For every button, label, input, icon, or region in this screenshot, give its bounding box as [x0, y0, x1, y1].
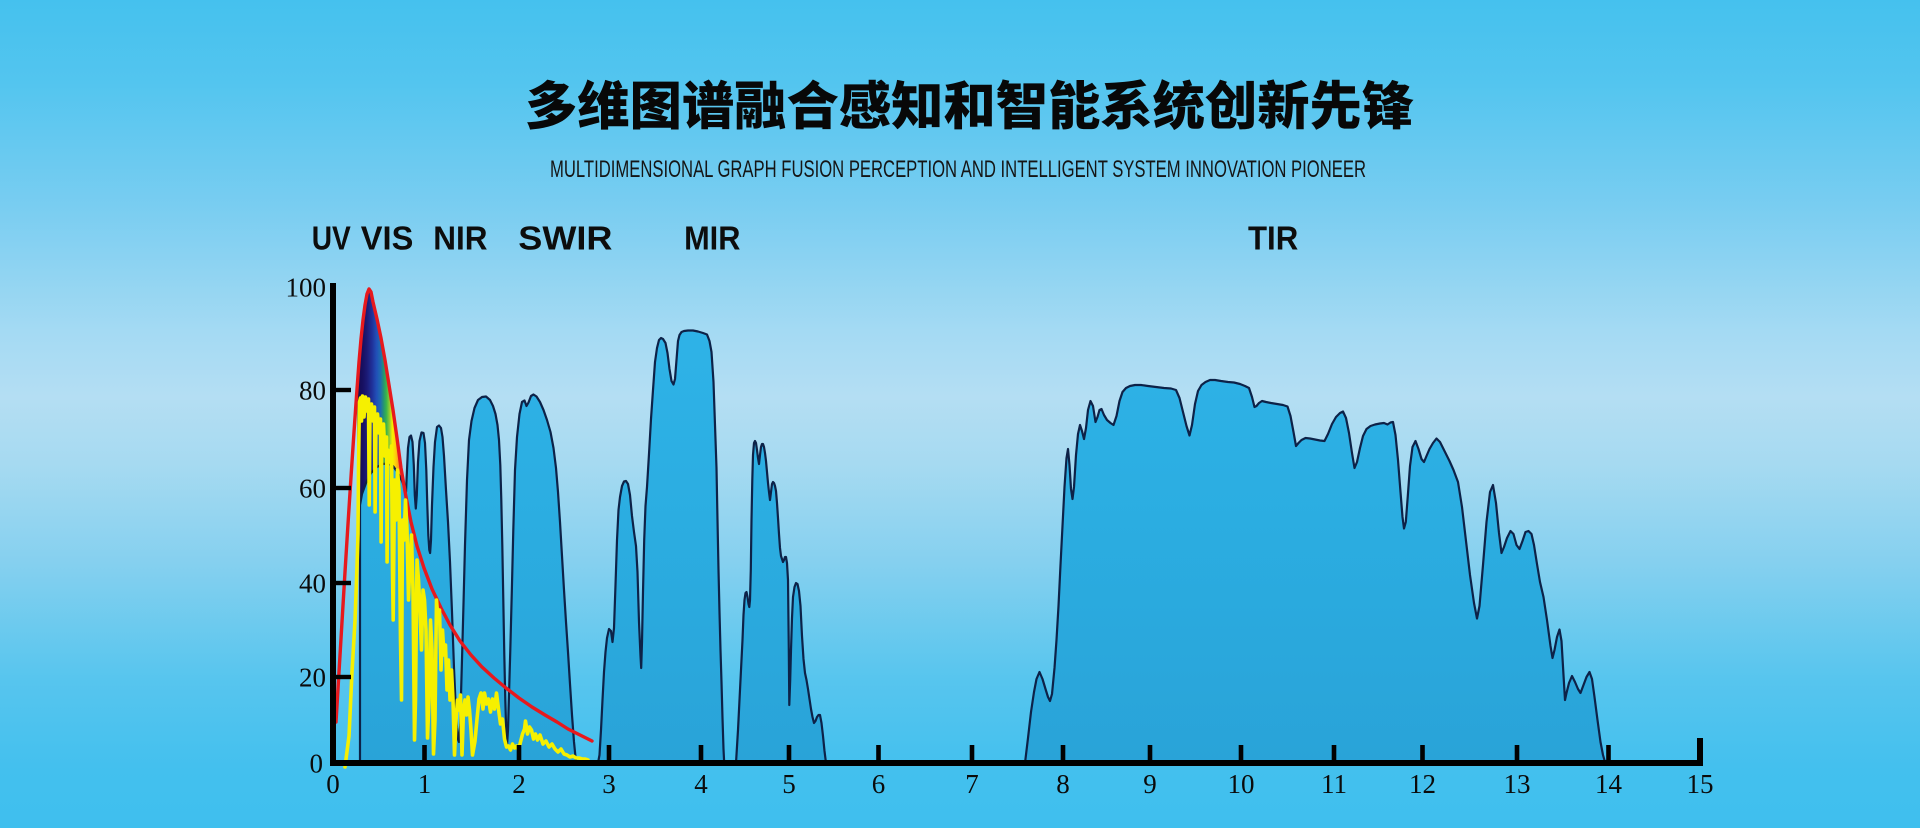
svg-text:MIR: MIR: [684, 220, 740, 257]
svg-text:0: 0: [326, 769, 340, 799]
svg-text:4: 4: [694, 769, 708, 799]
svg-text:10: 10: [1228, 769, 1255, 799]
svg-text:80: 80: [299, 376, 326, 406]
svg-text:5: 5: [782, 769, 796, 799]
svg-text:MULTIDIMENSIONAL GRAPH FUSION: MULTIDIMENSIONAL GRAPH FUSION PERCEPTION…: [550, 156, 1366, 183]
svg-text:SWIR: SWIR: [518, 220, 612, 257]
svg-text:VIS: VIS: [361, 220, 414, 257]
svg-text:9: 9: [1143, 769, 1157, 799]
svg-text:3: 3: [602, 769, 616, 799]
svg-text:20: 20: [299, 663, 326, 693]
svg-text:7: 7: [965, 769, 979, 799]
svg-text:60: 60: [299, 474, 326, 504]
svg-text:6: 6: [872, 769, 886, 799]
svg-text:1: 1: [418, 769, 432, 799]
svg-text:NIR: NIR: [433, 220, 487, 257]
svg-text:11: 11: [1321, 769, 1347, 799]
svg-text:13: 13: [1504, 769, 1531, 799]
svg-text:2: 2: [512, 769, 526, 799]
svg-text:12: 12: [1409, 769, 1436, 799]
svg-text:100: 100: [286, 273, 327, 303]
svg-text:14: 14: [1595, 769, 1623, 799]
svg-text:TIR: TIR: [1248, 220, 1298, 257]
svg-text:40: 40: [299, 569, 326, 599]
svg-text:8: 8: [1056, 769, 1070, 799]
svg-text:0: 0: [310, 749, 324, 779]
svg-text:15: 15: [1687, 769, 1714, 799]
svg-text:UV: UV: [312, 220, 352, 257]
